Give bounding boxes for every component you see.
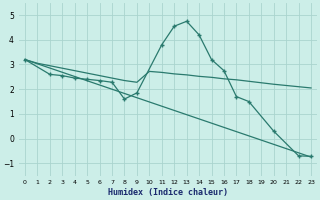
X-axis label: Humidex (Indice chaleur): Humidex (Indice chaleur) xyxy=(108,188,228,197)
